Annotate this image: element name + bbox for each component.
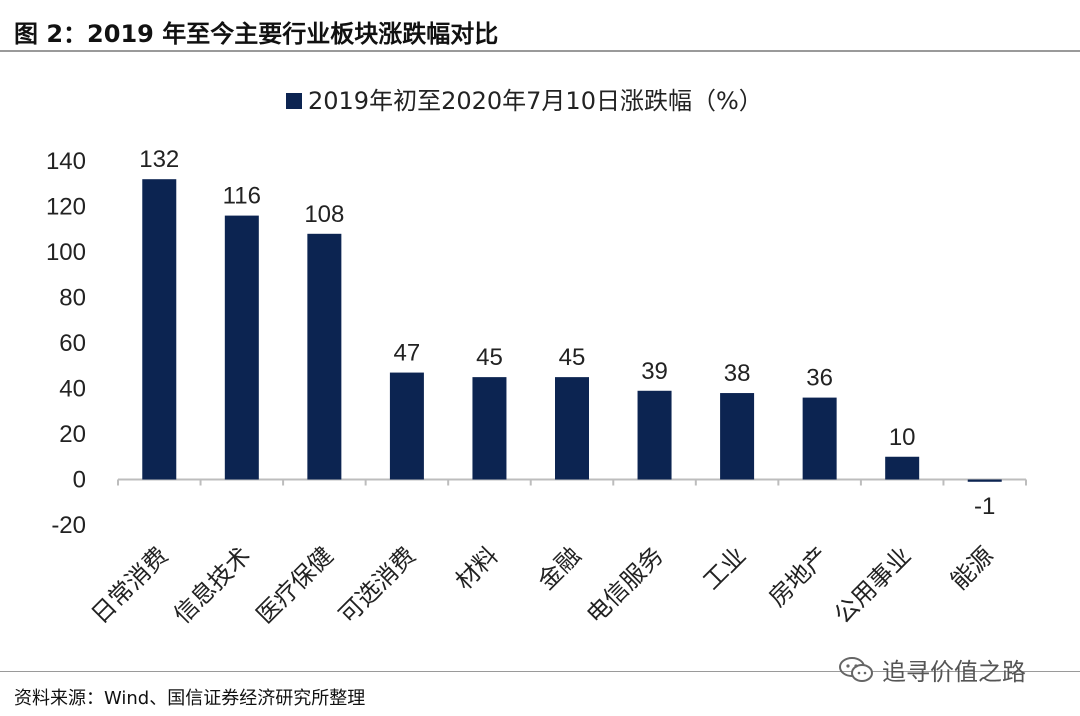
data-label: 116 [223,183,261,210]
data-label: 38 [724,360,751,387]
y-tick-label: 140 [46,148,86,175]
x-tick-label: 能源 [945,541,999,595]
data-label: 108 [304,201,344,228]
bar [967,479,1002,482]
source-note: 资料来源：Wind、国信证券经济研究所整理 [14,688,366,709]
x-tick-label: 可选消费 [333,541,421,629]
x-tick-label: 工业 [698,541,752,595]
bar-chart: 2019年初至2020年7月10日涨跌幅（%） -20 0 20 40 60 80 100 1… [46,87,1027,629]
x-axis [117,478,1027,486]
y-tick-label: -20 [51,512,86,539]
data-label: 10 [889,424,916,451]
bar [885,456,920,480]
bar [389,372,424,480]
x-tick-label: 信息技术 [168,541,256,629]
figure-header: 图 2：2019 年至今主要行业板块涨跌幅对比 [0,0,1080,56]
bar [637,390,672,480]
bars [142,179,1002,482]
x-tick-label: 电信服务 [581,541,669,629]
y-tick-label: 20 [59,421,86,448]
bar [802,397,837,480]
data-label: 45 [559,344,586,371]
bar [720,393,755,480]
y-tick-label: 60 [59,330,86,357]
data-label: 132 [139,146,179,173]
watermark: 追寻价值之路 [838,652,1026,687]
legend-swatch [286,93,302,109]
wechat-icon [839,656,873,682]
bar [307,233,342,480]
data-label: 39 [641,358,668,385]
data-label: 45 [476,344,503,371]
y-tick-label: 80 [59,285,86,312]
x-tick-label: 医疗保健 [251,541,339,629]
y-tick-label: 100 [46,239,86,266]
data-labels: 132 116 108 47 45 45 39 38 36 10 -1 [139,146,995,520]
x-tick-label: 金融 [533,541,587,595]
x-tick-label: 日常消费 [86,541,174,629]
footer-divider [0,671,1080,672]
y-tick-label: 40 [59,376,86,403]
header-divider [0,50,1080,52]
legend: 2019年初至2020年7月10日涨跌幅（%） [286,87,763,115]
bar [142,179,177,480]
x-tick-label: 公用事业 [829,541,917,629]
data-label: 36 [806,365,833,392]
watermark-text: 追寻价值之路 [882,658,1026,686]
x-tick-label: 房地产 [763,541,834,612]
y-axis: -20 0 20 40 60 80 100 120 140 [46,148,86,539]
bar [224,215,259,480]
figure-title: 图 2：2019 年至今主要行业板块涨跌幅对比 [14,20,499,48]
x-tick-label: 材料 [450,541,504,595]
bar [472,377,507,480]
y-tick-label: 120 [46,194,86,221]
legend-label: 2019年初至2020年7月10日涨跌幅（%） [308,87,763,115]
data-label: 47 [394,340,421,367]
y-tick-label: 0 [73,467,86,494]
data-label: -1 [974,493,995,520]
bar [555,377,589,480]
